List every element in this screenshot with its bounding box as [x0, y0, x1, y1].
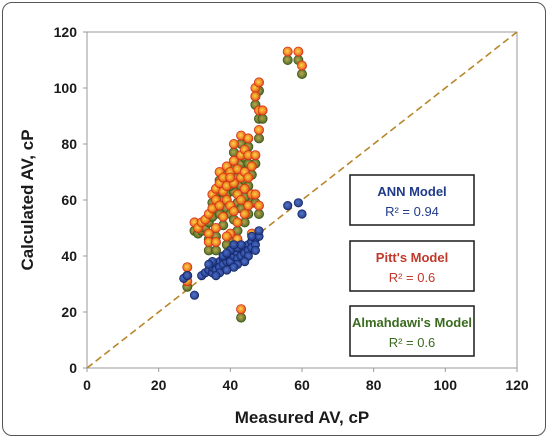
pitt-point: [228, 138, 239, 149]
legend-pitt-model: Pitt's Model: [376, 250, 448, 265]
x-tick-label: 120: [505, 377, 529, 393]
ann-point: [189, 290, 200, 300]
pitt-point: [228, 155, 239, 166]
ann-point: [293, 198, 303, 208]
pitt-point: [250, 189, 261, 200]
pitt-point: [250, 91, 261, 102]
pitt-point: [257, 105, 268, 116]
reference-line-layer: [86, 31, 518, 369]
legend-box-almahdawi: Almahdawi's Model R² = 0.6: [349, 305, 475, 357]
legend-almahdawi-model: Almahdawi's Model: [352, 315, 472, 330]
y-tick-label: 120: [54, 24, 78, 40]
pitt-point: [282, 46, 293, 57]
pitt-point: [239, 208, 250, 219]
series-layer: [179, 46, 307, 323]
pitt-point: [239, 183, 250, 194]
pitt-point: [293, 46, 304, 57]
pitt-point: [246, 161, 257, 172]
ann-point: [254, 226, 264, 236]
y-tick-label: 20: [61, 304, 77, 320]
ann-point: [250, 245, 260, 255]
legend-box-ann: ANN Model R² = 0.94: [349, 174, 475, 226]
y-axis-title: Calculated AV, cP: [18, 129, 37, 270]
ann-point: [229, 240, 239, 250]
ann-point: [247, 231, 257, 241]
pitt-point: [243, 172, 254, 183]
pitt-point: [243, 133, 254, 144]
y-tick-label: 60: [61, 192, 77, 208]
legend-ann-model: ANN Model: [377, 184, 446, 199]
pitt-point: [214, 200, 225, 211]
x-tick-label: 80: [366, 377, 382, 393]
legend-box-pitt: Pitt's Model R² = 0.6: [349, 240, 475, 292]
x-axis-title: Measured AV, cP: [235, 408, 370, 427]
pitt-point: [182, 262, 193, 273]
almahdawi-point: [253, 133, 264, 144]
ann-point: [297, 209, 307, 219]
legend-almahdawi-r2: R² = 0.6: [389, 335, 436, 350]
y-tick-label: 80: [61, 136, 77, 152]
ann-point: [222, 248, 232, 258]
ann-point: [204, 259, 214, 269]
chart-frame: 0 20 40 60 80 100 120 0 20 40 60 80 100 120 Measured …: [2, 2, 546, 436]
pitt-point: [210, 236, 221, 247]
pitt-point: [228, 206, 239, 217]
axis-layer: 0 20 40 60 80 100 120 0 20 40 60 80 100 120: [54, 24, 529, 393]
pitt-point: [221, 231, 232, 242]
almahdawi-point: [282, 55, 293, 66]
pitt-point: [232, 217, 243, 228]
scatter-chart: 0 20 40 60 80 100 120 0 20 40 60 80 100 120 Measured …: [18, 24, 529, 427]
ann-point: [283, 201, 293, 211]
pitt-point: [250, 150, 261, 161]
x-tick-label: 100: [434, 377, 458, 393]
pitt-point: [253, 200, 264, 211]
series-ann: [179, 198, 307, 300]
ann-point: [182, 270, 192, 281]
legend-pitt-r2: R² = 0.6: [389, 270, 436, 285]
pitt-point: [225, 172, 236, 183]
pitt-point: [218, 211, 229, 222]
x-tick-label: 0: [83, 377, 91, 393]
almahdawi-point: [210, 245, 221, 256]
almahdawi-point: [296, 69, 307, 80]
pitt-point: [253, 125, 264, 136]
pitt-point: [236, 304, 247, 315]
pitt-point: [253, 77, 264, 88]
pitt-point: [243, 200, 254, 211]
almahdawi-point: [236, 312, 247, 323]
pitt-point: [210, 222, 221, 233]
y-tick-label: 0: [69, 360, 77, 376]
x-tick-label: 60: [294, 377, 310, 393]
almahdawi-point: [253, 208, 264, 219]
series-pitt: [182, 46, 307, 315]
pitt-point: [296, 60, 307, 71]
almahdawi-point: [257, 113, 268, 124]
pitt-point: [236, 194, 247, 205]
x-tick-label: 20: [151, 377, 167, 393]
one-to-one-line: [86, 31, 518, 369]
x-tick-label: 40: [223, 377, 239, 393]
y-tick-label: 40: [61, 248, 77, 264]
ann-point: [211, 270, 221, 281]
y-tick-label: 100: [54, 80, 78, 96]
legend-ann-r2: R² = 0.94: [385, 204, 439, 219]
